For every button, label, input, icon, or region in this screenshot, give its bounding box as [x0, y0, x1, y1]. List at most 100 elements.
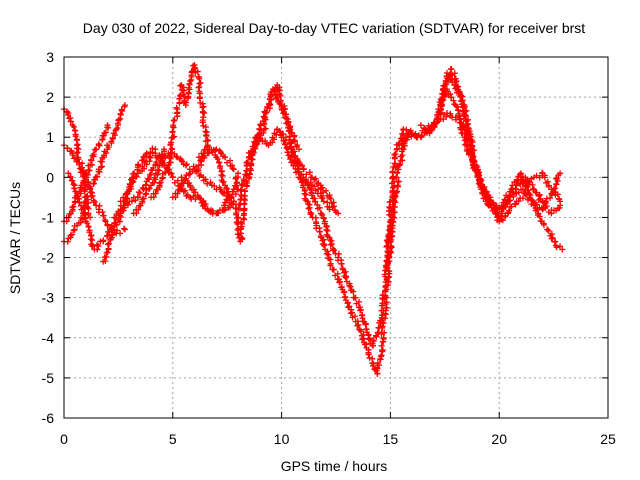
- interpolated-point: [146, 172, 153, 179]
- interpolated-point: [153, 158, 160, 165]
- interpolated-point: [443, 113, 450, 120]
- interpolated-point: [200, 103, 207, 110]
- interpolated-point: [113, 221, 120, 228]
- interpolated-point: [220, 178, 227, 185]
- interpolated-point: [169, 174, 176, 181]
- interpolated-point: [545, 227, 552, 234]
- x-tick-label: 25: [600, 431, 616, 447]
- interpolated-point: [324, 227, 331, 234]
- interpolated-point: [291, 138, 298, 145]
- interpolated-point: [200, 150, 207, 157]
- interpolated-point: [553, 244, 560, 251]
- interpolated-point: [225, 188, 232, 195]
- interpolated-point: [365, 336, 372, 343]
- interpolated-point: [506, 194, 513, 201]
- interpolated-point: [510, 190, 517, 197]
- x-tick-label: 15: [383, 431, 399, 447]
- interpolated-point: [139, 184, 146, 191]
- interpolated-point: [338, 260, 345, 267]
- series-track-14: [248, 126, 342, 217]
- interpolated-point: [390, 184, 397, 191]
- interpolated-point: [208, 207, 215, 214]
- interpolated-point: [262, 114, 269, 121]
- data-point: [374, 370, 381, 377]
- interpolated-point: [116, 218, 123, 225]
- interpolated-point: [202, 201, 209, 208]
- interpolated-point: [357, 306, 364, 313]
- interpolated-point: [489, 207, 496, 214]
- interpolated-point: [170, 117, 177, 124]
- interpolated-point: [182, 187, 189, 194]
- interpolated-point: [244, 159, 251, 166]
- interpolated-point: [69, 152, 76, 159]
- interpolated-point: [336, 279, 343, 286]
- data-point: [296, 146, 303, 153]
- interpolated-point: [549, 188, 556, 195]
- interpolated-point: [81, 210, 88, 217]
- interpolated-point: [267, 92, 274, 99]
- x-tick-label: 0: [60, 431, 68, 447]
- interpolated-point: [280, 137, 287, 144]
- interpolated-point: [238, 225, 245, 232]
- series-track-5: [65, 146, 168, 253]
- interpolated-point: [455, 106, 462, 113]
- interpolated-point: [274, 94, 281, 101]
- interpolated-point: [136, 190, 143, 197]
- interpolated-point: [351, 313, 358, 320]
- interpolated-point: [177, 82, 184, 89]
- interpolated-point: [71, 127, 78, 134]
- y-tick-label: -2: [42, 250, 55, 266]
- interpolated-point: [76, 161, 83, 168]
- data-point: [300, 174, 307, 181]
- interpolated-point: [69, 204, 76, 211]
- interpolated-point: [387, 199, 394, 206]
- interpolated-point: [240, 177, 247, 184]
- data-point: [182, 162, 189, 169]
- interpolated-point: [509, 188, 516, 195]
- interpolated-point: [499, 217, 506, 224]
- interpolated-point: [392, 160, 399, 167]
- interpolated-point: [389, 189, 396, 196]
- interpolated-point: [197, 157, 204, 164]
- interpolated-point: [316, 204, 323, 211]
- data-point: [104, 122, 111, 129]
- data-point: [417, 122, 424, 129]
- data-point: [187, 78, 194, 85]
- interpolated-point: [284, 149, 291, 156]
- interpolated-point: [103, 150, 110, 157]
- interpolated-point: [487, 202, 494, 209]
- interpolated-point: [122, 194, 129, 201]
- data-point: [404, 130, 411, 137]
- interpolated-point: [135, 206, 142, 213]
- interpolated-point: [517, 181, 524, 188]
- interpolated-point: [133, 173, 140, 180]
- interpolated-point: [171, 133, 178, 140]
- interpolated-point: [305, 205, 312, 212]
- y-tick-label: 3: [46, 49, 54, 65]
- interpolated-point: [443, 80, 450, 87]
- interpolated-point: [94, 241, 101, 248]
- interpolated-point: [73, 158, 80, 165]
- interpolated-point: [360, 335, 367, 342]
- interpolated-point: [379, 292, 386, 299]
- interpolated-point: [319, 194, 326, 201]
- interpolated-point: [378, 307, 385, 314]
- interpolated-point: [239, 235, 246, 242]
- interpolated-point: [357, 328, 364, 335]
- interpolated-point: [87, 236, 94, 243]
- interpolated-point: [275, 86, 282, 93]
- data-point: [230, 166, 237, 173]
- interpolated-point: [203, 132, 210, 139]
- interpolated-point: [252, 145, 259, 152]
- data-point: [557, 170, 564, 177]
- interpolated-point: [421, 125, 428, 132]
- interpolated-point: [277, 97, 284, 104]
- interpolated-point: [280, 130, 287, 137]
- interpolated-point: [186, 80, 193, 87]
- interpolated-point: [242, 171, 249, 178]
- interpolated-point: [267, 101, 274, 108]
- interpolated-point: [261, 121, 268, 128]
- interpolated-point: [443, 87, 450, 94]
- interpolated-point: [282, 141, 289, 148]
- interpolated-point: [379, 312, 386, 319]
